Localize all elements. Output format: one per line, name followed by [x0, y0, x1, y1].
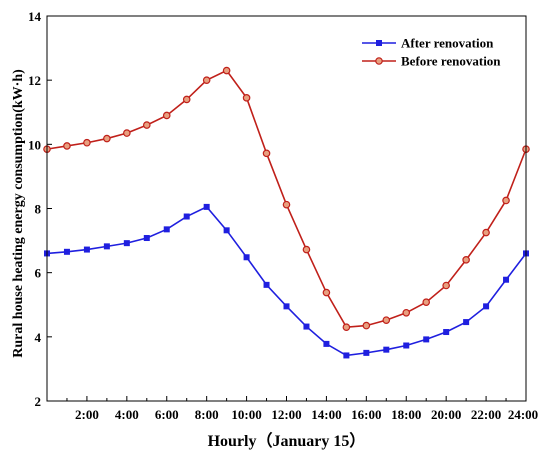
data-point	[383, 346, 390, 353]
data-point	[423, 336, 430, 343]
legend-marker	[376, 40, 382, 46]
legend-label: After renovation	[401, 36, 494, 51]
data-point	[282, 200, 291, 209]
data-point	[342, 323, 351, 332]
data-point	[203, 203, 210, 210]
data-point	[123, 129, 131, 137]
data-point	[343, 352, 350, 359]
series-after-renovation	[44, 203, 529, 359]
data-point	[462, 256, 470, 264]
data-point	[103, 134, 111, 143]
data-point	[382, 316, 391, 324]
x-tick-label: 12:00	[271, 407, 301, 422]
data-point	[163, 226, 170, 233]
data-point	[103, 243, 110, 250]
data-point	[242, 94, 251, 102]
data-point	[403, 342, 410, 349]
x-tick-label: 10:00	[231, 407, 261, 422]
data-point	[143, 235, 150, 242]
x-tick-label: 4:00	[115, 407, 139, 422]
x-axis-title: Hourly（January 15）	[208, 432, 366, 450]
series-layer	[43, 66, 530, 359]
legend-marker	[375, 57, 383, 65]
data-point	[503, 276, 510, 283]
data-point	[83, 138, 91, 147]
x-tick-label: 24:00	[508, 407, 538, 422]
data-point	[302, 245, 311, 254]
x-tick-label: 22:00	[471, 407, 501, 422]
data-point	[262, 149, 271, 158]
data-point	[283, 303, 290, 310]
data-point	[142, 121, 151, 129]
legend-item: Before renovation	[362, 54, 501, 69]
legend-label: Before renovation	[401, 54, 501, 69]
axis-ticks: 2 4 6 8 10 12 14 2:00 4:00 6:00 8:00 10:00 12:00 14:0…	[28, 9, 538, 422]
data-point	[183, 213, 190, 220]
data-point	[223, 227, 230, 234]
data-point	[322, 288, 331, 297]
y-tick-label: 2	[35, 394, 42, 409]
data-point	[303, 323, 310, 330]
legend: After renovation Before renovation	[362, 36, 501, 69]
y-axis-title: Rural house heating energy consumption(k…	[11, 69, 26, 358]
data-point	[63, 142, 71, 150]
series-line	[46, 205, 527, 357]
data-point	[243, 254, 250, 261]
data-point	[362, 321, 371, 330]
data-point	[182, 95, 191, 104]
x-tick-label: 14:00	[311, 407, 341, 422]
data-point	[83, 246, 90, 253]
x-tick-label: 20:00	[431, 407, 461, 422]
data-point	[482, 228, 490, 237]
y-tick-label: 14	[28, 9, 42, 24]
data-point	[443, 329, 450, 336]
data-point	[363, 349, 370, 356]
data-point	[323, 340, 330, 347]
data-point	[422, 298, 431, 306]
data-point	[162, 111, 171, 120]
data-point	[202, 76, 211, 84]
data-point	[402, 308, 411, 317]
series-line	[46, 69, 527, 329]
x-tick-label: 6:00	[155, 407, 179, 422]
y-tick-label: 10	[28, 137, 41, 152]
data-point	[483, 303, 490, 310]
data-point	[63, 248, 70, 255]
y-tick-label: 8	[35, 202, 42, 217]
x-tick-label: 16:00	[351, 407, 381, 422]
series-before-renovation	[43, 66, 530, 332]
data-point	[442, 281, 450, 290]
data-point	[463, 319, 470, 326]
y-tick-label: 4	[35, 330, 42, 345]
data-point	[502, 196, 510, 205]
legend-item: After renovation	[362, 36, 494, 51]
x-tick-label: 2:00	[75, 407, 99, 422]
data-point	[222, 66, 231, 75]
data-point	[263, 281, 270, 288]
data-point	[123, 240, 130, 247]
x-tick-label: 8:00	[195, 407, 219, 422]
plot-frame	[46, 15, 527, 402]
y-tick-label: 12	[28, 73, 41, 88]
y-tick-label: 6	[35, 266, 42, 281]
x-tick-label: 18:00	[391, 407, 421, 422]
